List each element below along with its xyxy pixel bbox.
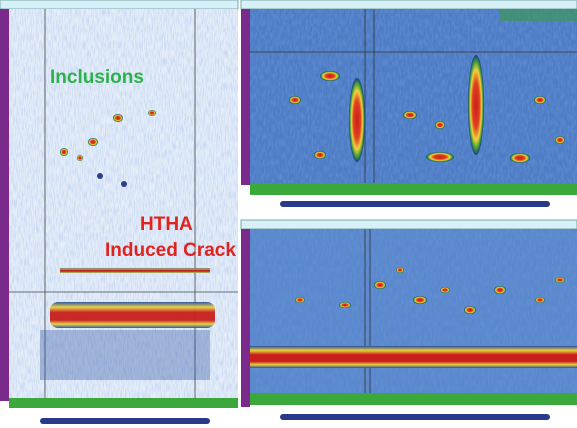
scan-screenshot: Inclusions HTHA Induced Crack	[0, 0, 577, 428]
ruler	[0, 9, 9, 401]
bottom-right-panel	[241, 220, 577, 420]
title-bar	[241, 0, 577, 9]
annotation: Inclusions	[50, 67, 144, 88]
shadow	[40, 330, 210, 380]
top-right-panel	[241, 0, 577, 207]
scan-texture	[250, 229, 577, 393]
ruler	[250, 393, 577, 405]
ruler	[250, 183, 577, 195]
reflector	[60, 268, 210, 273]
crack-indication	[50, 302, 215, 328]
scrollbar[interactable]	[40, 418, 210, 424]
ruler	[241, 229, 250, 407]
title-bar	[241, 220, 577, 229]
scrollbar[interactable]	[280, 414, 550, 420]
surface	[500, 9, 577, 21]
left-panel: Inclusions HTHA Induced Crack	[0, 0, 238, 424]
crack-indication	[250, 346, 577, 368]
title-bar	[0, 0, 238, 9]
ruler	[9, 398, 238, 408]
annotation: HTHA	[140, 214, 193, 235]
ruler	[241, 9, 250, 185]
scrollbar[interactable]	[280, 201, 550, 207]
annotation: Induced Crack	[105, 240, 236, 261]
